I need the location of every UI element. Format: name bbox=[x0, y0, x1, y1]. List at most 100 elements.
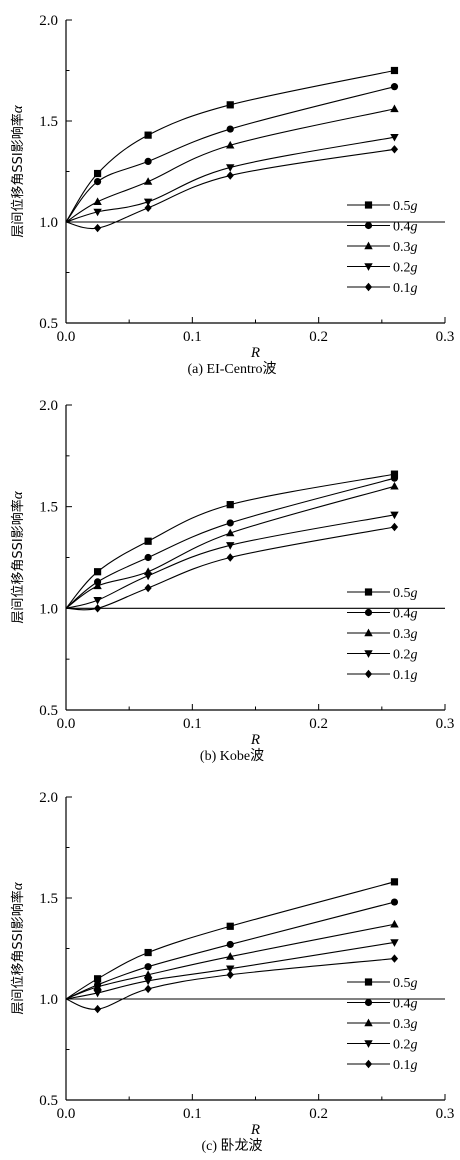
legend-marker bbox=[364, 1059, 373, 1069]
series-0.2g bbox=[65, 133, 399, 223]
data-point bbox=[226, 970, 234, 979]
data-point bbox=[390, 481, 399, 490]
data-point bbox=[390, 83, 399, 91]
x-tick-label: 0.2 bbox=[309, 1106, 328, 1122]
chart-1: 0.5 1.0 1.5 2.0 0.0 0.1 0.2 0.3 0.5g 0.4g 0.3g 0.2g… bbox=[10, 13, 454, 377]
series-line bbox=[65, 941, 395, 1000]
data-point bbox=[143, 177, 153, 185]
data-point bbox=[226, 553, 234, 562]
legend-entry: 0.5g bbox=[347, 586, 418, 601]
legend-label: 0.2g bbox=[393, 648, 418, 663]
data-point bbox=[93, 208, 102, 217]
series-line bbox=[65, 69, 395, 223]
legend-marker bbox=[364, 998, 373, 1007]
legend-entry: 0.1g bbox=[347, 281, 418, 296]
series-line bbox=[65, 86, 395, 223]
data-point bbox=[390, 104, 399, 113]
data-point bbox=[144, 948, 152, 957]
data-point bbox=[93, 223, 102, 233]
legend-entry: 0.1g bbox=[347, 668, 418, 683]
data-point bbox=[226, 528, 235, 537]
legend-label: 0.3g bbox=[393, 627, 418, 642]
legend-marker bbox=[364, 588, 373, 596]
y-tick-label: 1.0 bbox=[39, 992, 58, 1008]
y-tick-label: 2.0 bbox=[39, 13, 58, 29]
data-point bbox=[93, 197, 102, 205]
data-point bbox=[144, 131, 152, 139]
x-tick-label: 0.0 bbox=[57, 716, 76, 732]
data-point bbox=[390, 878, 399, 886]
data-point bbox=[390, 470, 399, 478]
data-point bbox=[93, 178, 102, 186]
y-tick-label: 1.5 bbox=[39, 500, 58, 516]
data-point bbox=[93, 597, 102, 605]
data-point bbox=[144, 583, 152, 593]
y-tick-label: 1.0 bbox=[39, 601, 58, 617]
data-point bbox=[226, 101, 234, 109]
data-point bbox=[226, 940, 234, 949]
series-line bbox=[65, 881, 395, 1000]
legend-entry: 0.4g bbox=[347, 220, 418, 235]
data-point bbox=[226, 501, 234, 509]
series-line bbox=[65, 526, 395, 611]
data-point bbox=[93, 604, 102, 613]
data-point bbox=[144, 553, 152, 562]
data-point bbox=[144, 157, 152, 165]
series-line bbox=[65, 485, 395, 609]
y-axis-title: 层间位移角SSI影响率α bbox=[10, 104, 26, 237]
chart-caption: (b) Kobe波 bbox=[200, 748, 264, 764]
data-point bbox=[93, 982, 102, 991]
data-point bbox=[93, 975, 102, 983]
data-point bbox=[390, 66, 399, 75]
x-tick-label: 0.1 bbox=[183, 329, 202, 345]
series-0.5g bbox=[65, 878, 399, 1000]
data-point bbox=[390, 522, 399, 532]
data-point bbox=[93, 989, 102, 998]
legend-label: 0.1g bbox=[393, 1058, 418, 1073]
legend-marker bbox=[364, 669, 373, 679]
legend-label: 0.5g bbox=[393, 199, 418, 214]
legend-label: 0.1g bbox=[393, 668, 418, 683]
series-0.5g bbox=[65, 66, 399, 223]
data-point bbox=[390, 474, 399, 482]
legend-entry: 0.4g bbox=[347, 997, 418, 1012]
legend-entry: 0.4g bbox=[347, 607, 418, 622]
x-tick-label: 0.3 bbox=[436, 716, 455, 732]
legend-entry: 0.3g bbox=[347, 1017, 418, 1032]
series-0.5g bbox=[65, 470, 399, 609]
data-point bbox=[226, 125, 234, 133]
y-axis-title: 层间位移角SSI影响率α bbox=[10, 490, 26, 623]
legend-entry: 0.3g bbox=[347, 627, 418, 642]
series-line bbox=[65, 108, 395, 223]
legend-label: 0.1g bbox=[393, 281, 418, 296]
chart-3: 0.5 1.0 1.5 2.0 0.0 0.1 0.2 0.3 0.5g 0.4g 0.3g 0.2g… bbox=[10, 790, 454, 1154]
data-point bbox=[93, 169, 102, 178]
series-line bbox=[65, 901, 395, 1000]
data-point bbox=[143, 970, 153, 978]
legend-entry: 0.1g bbox=[347, 1058, 418, 1073]
legend-marker bbox=[364, 282, 373, 292]
legend-label: 0.5g bbox=[393, 976, 418, 991]
legend-marker bbox=[364, 650, 373, 658]
y-tick-label: 2.0 bbox=[39, 790, 58, 806]
series-line bbox=[65, 473, 395, 609]
series-0.2g bbox=[65, 939, 399, 1000]
x-tick-label: 0.0 bbox=[57, 329, 76, 345]
data-point bbox=[93, 581, 102, 590]
data-point bbox=[226, 965, 235, 974]
data-point bbox=[144, 203, 152, 213]
legend-marker bbox=[364, 1040, 373, 1048]
data-point bbox=[226, 952, 235, 960]
data-point bbox=[144, 963, 152, 971]
x-axis-title: R bbox=[250, 1122, 260, 1138]
legend-marker bbox=[364, 221, 373, 230]
legend-entry: 0.2g bbox=[347, 261, 418, 276]
series-line bbox=[65, 958, 395, 1010]
series-line bbox=[65, 923, 395, 1000]
legend-marker bbox=[364, 608, 373, 617]
series-0.3g bbox=[65, 919, 399, 1000]
x-tick-label: 0.2 bbox=[309, 716, 328, 732]
data-point bbox=[144, 984, 152, 994]
legend-label: 0.5g bbox=[393, 586, 418, 601]
